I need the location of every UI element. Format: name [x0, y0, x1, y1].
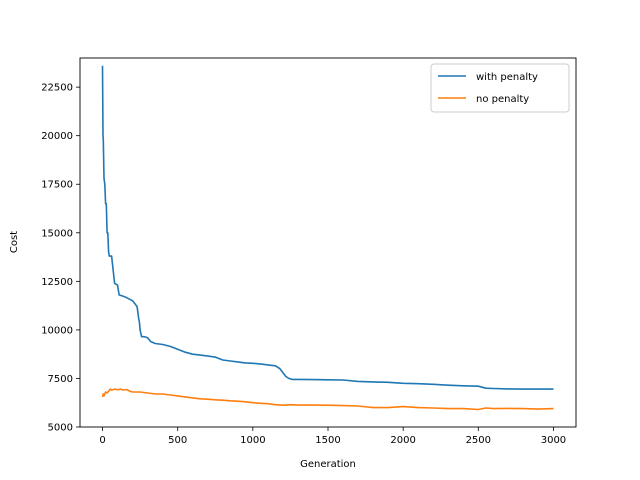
y-tick-label: 5000	[48, 423, 73, 434]
legend-label-no-penalty: no penalty	[476, 94, 529, 105]
x-tick-label: 500	[168, 435, 187, 446]
x-tick-label: 3000	[541, 435, 566, 446]
x-axis-label: Generation	[300, 459, 356, 470]
y-tick-label: 22500	[41, 83, 73, 94]
series-line-with-penalty	[101, 65, 554, 390]
x-tick-label: 1000	[240, 435, 265, 446]
y-tick-label: 15000	[41, 228, 73, 239]
plot-lines	[101, 65, 554, 411]
y-axis-label: Cost	[9, 231, 20, 253]
x-tick-label: 2500	[466, 435, 491, 446]
x-tick-label: 2000	[390, 435, 415, 446]
x-tick-label: 0	[99, 435, 105, 446]
y-tick-label: 7500	[48, 374, 73, 385]
x-tick-label: 1500	[315, 435, 340, 446]
y-tick-label: 12500	[41, 277, 73, 288]
x-axis-ticks: 0 500 1000 1500 2000 2500 3000	[99, 427, 566, 446]
legend: with penalty no penalty	[430, 63, 570, 113]
y-axis-ticks: 5000 7500 10000 12500 15000 17500 20000 22500	[41, 83, 80, 434]
legend-label-with-penalty: with penalty	[476, 72, 538, 83]
y-tick-label: 17500	[41, 180, 73, 191]
y-tick-label: 20000	[41, 131, 73, 142]
series-line-no-penalty	[101, 388, 554, 411]
y-tick-label: 10000	[41, 325, 73, 336]
